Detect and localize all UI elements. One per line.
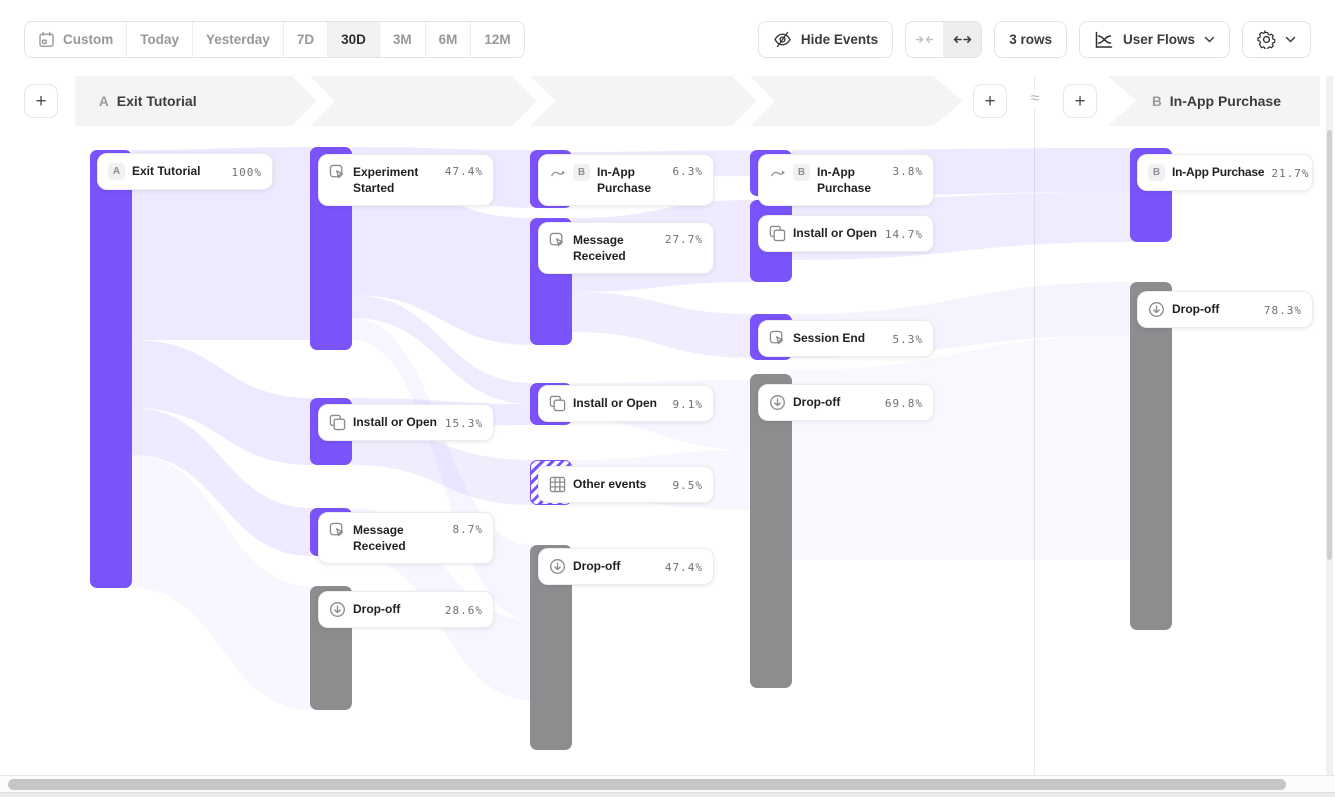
grid-icon [549, 476, 566, 493]
user-flows-icon [1095, 31, 1113, 48]
node-card-inapp-purchase-3[interactable]: B In-App Purchase 6.3% [538, 154, 714, 207]
flow-header-row: + A Exit Tutorial + ≈ + B In-App Purchas… [0, 76, 1335, 126]
dropoff-icon [329, 601, 346, 618]
event-click-icon [769, 330, 786, 347]
hide-events-button[interactable]: Hide Events [757, 21, 894, 58]
flow-bar-dropoff-b[interactable] [1130, 282, 1172, 630]
node-card-install-or-open-4[interactable]: Install or Open 14.7% [758, 215, 934, 252]
vertical-scrollbar-thumb[interactable] [1327, 130, 1332, 560]
node-card-experiment-started[interactable]: Experiment Started 47.4% [318, 154, 494, 207]
node-card-message-received-2[interactable]: Message Received 8.7% [318, 512, 494, 565]
add-step-button-left[interactable]: + [24, 84, 58, 118]
add-step-button-end-a[interactable]: + [973, 84, 1007, 118]
chevron-down-icon [1285, 36, 1296, 43]
settings-dropdown[interactable] [1242, 21, 1311, 58]
view-selector-label: User Flows [1122, 32, 1195, 47]
gear-icon [1257, 30, 1276, 49]
event-click-icon [329, 164, 346, 181]
section-divider [1034, 76, 1035, 775]
badge-b: B [1148, 164, 1165, 181]
date-range-30d[interactable]: 30D [328, 22, 380, 57]
section-b-header: B In-App Purchase [1152, 76, 1281, 126]
node-card-inapp-purchase-b[interactable]: B In-App Purchase 21.7% [1137, 154, 1313, 191]
node-card-dropoff-2[interactable]: Drop-off 28.6% [318, 591, 494, 628]
header-ribbons [75, 76, 1320, 126]
node-card-install-or-open-3[interactable]: Install or Open 9.1% [538, 385, 714, 422]
bottom-strip [0, 792, 1335, 797]
add-step-button-start-b[interactable]: + [1063, 84, 1097, 118]
section-b-letter: B [1152, 93, 1162, 109]
chevron-down-icon [1204, 36, 1215, 43]
wave-arrow-icon [549, 164, 566, 181]
collapse-arrows-icon [915, 36, 934, 43]
section-a-header: A Exit Tutorial [99, 76, 197, 126]
node-card-dropoff-4[interactable]: Drop-off 69.8% [758, 384, 934, 421]
node-card-other-events-3[interactable]: Other events 9.5% [538, 466, 714, 503]
dropoff-icon [769, 394, 786, 411]
expand-arrows-icon [953, 36, 972, 43]
badge-b: B [793, 164, 810, 181]
date-range-3m[interactable]: 3M [380, 22, 426, 57]
node-card-inapp-purchase-4[interactable]: B In-App Purchase 3.8% [758, 154, 934, 207]
badge-b: B [573, 164, 590, 181]
flow-bar-dropoff-4[interactable] [750, 374, 792, 688]
app-windows-icon [329, 414, 346, 431]
horizontal-scrollbar-thumb[interactable] [8, 779, 1286, 790]
expand-columns-button[interactable] [944, 22, 982, 57]
node-card-dropoff-3[interactable]: Drop-off 47.4% [538, 548, 714, 585]
eye-off-icon [774, 31, 791, 48]
node-card-dropoff-b[interactable]: Drop-off 78.3% [1137, 291, 1313, 328]
wave-arrow-icon [769, 164, 786, 181]
date-range-7d[interactable]: 7D [284, 22, 329, 57]
node-card-exit-tutorial[interactable]: A Exit Tutorial 100% [97, 153, 273, 190]
date-range-12m[interactable]: 12M [484, 32, 511, 47]
toolbar: Custom Today Yesterday 7D 30D 3M 6M 12M … [24, 21, 1311, 58]
dropoff-icon [1148, 301, 1165, 318]
badge-a: A [108, 163, 125, 180]
toolbar-right: Hide Events 3 rows [757, 21, 1311, 58]
rows-button[interactable]: 3 rows [994, 21, 1067, 58]
event-click-icon [329, 522, 346, 539]
date-range-group: Custom Today Yesterday 7D 30D 3M 6M 12M [24, 21, 525, 58]
horizontal-scrollbar-track [0, 775, 1335, 792]
collapse-expand-group [905, 21, 983, 58]
app-windows-icon [549, 395, 566, 412]
dropoff-icon [549, 558, 566, 575]
date-range-custom[interactable]: Custom [25, 22, 128, 57]
date-range-custom-label: Custom [63, 32, 114, 47]
date-range-yesterday[interactable]: Yesterday [193, 22, 284, 57]
view-selector-dropdown[interactable]: User Flows [1078, 21, 1230, 58]
rows-label: 3 rows [1009, 32, 1052, 47]
date-range-6m[interactable]: 6M [426, 22, 472, 57]
approx-symbol: ≈ [1024, 90, 1046, 108]
section-a-title: Exit Tutorial [116, 93, 197, 109]
flow-bar-exit-tutorial[interactable] [90, 150, 132, 588]
app-windows-icon [769, 225, 786, 242]
collapse-columns-button[interactable] [906, 22, 945, 57]
node-card-session-end-4[interactable]: Session End 5.3% [758, 320, 934, 357]
section-a-letter: A [99, 93, 109, 109]
calendar-icon [39, 31, 54, 47]
date-range-today[interactable]: Today [127, 22, 194, 57]
section-b-title: In-App Purchase [1169, 93, 1281, 109]
event-click-icon [549, 232, 566, 249]
hide-events-label: Hide Events [800, 32, 879, 47]
node-card-install-or-open-2[interactable]: Install or Open 15.3% [318, 404, 494, 441]
node-card-message-received-3[interactable]: Message Received 27.7% [538, 222, 714, 275]
